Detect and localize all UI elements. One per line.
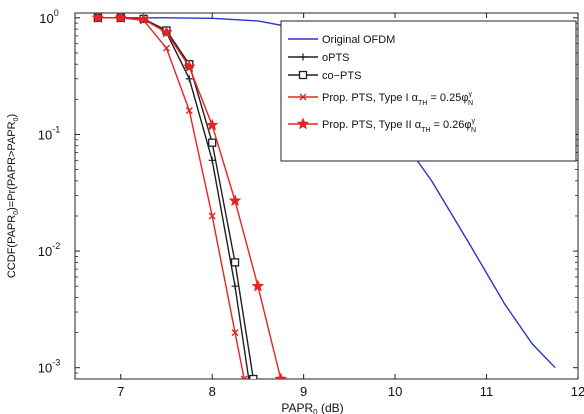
series-marker xyxy=(205,118,219,131)
series-marker xyxy=(274,372,288,379)
legend-box xyxy=(280,20,577,162)
series-marker xyxy=(296,117,310,130)
x-tick-label: 9 xyxy=(300,384,307,399)
legend-label: oPTS xyxy=(322,52,350,64)
x-tick-label: 7 xyxy=(117,384,124,399)
y-tick-label: 10-1 xyxy=(38,124,60,142)
series-marker xyxy=(249,374,258,379)
series-marker xyxy=(208,138,217,147)
x-tick-label: 10 xyxy=(388,384,402,399)
y-tick-label: 10-2 xyxy=(38,241,60,259)
x-tick-label: 8 xyxy=(209,384,216,399)
series-marker xyxy=(114,13,128,24)
series-marker xyxy=(230,258,240,267)
x-tick-label: 12 xyxy=(571,384,584,399)
series-marker xyxy=(91,13,105,24)
series-marker xyxy=(162,44,170,52)
series-marker xyxy=(251,279,265,292)
series-marker xyxy=(185,107,193,115)
y-tick-label: 10-3 xyxy=(38,358,60,376)
legend-label: co−PTS xyxy=(322,70,361,82)
x-tick-label: 11 xyxy=(480,384,494,399)
axis-labels: PAPR0 (dB) CCDF(PAPR0)=Pr(PAPR>PAPR0) xyxy=(6,114,344,414)
legend: Original OFDM oPTS co−PTS Prop. PTS, Type I… xyxy=(280,20,577,162)
series-marker xyxy=(299,93,307,101)
series-marker xyxy=(160,25,173,38)
series-marker xyxy=(228,194,242,207)
y-tick-label: 100 xyxy=(39,8,58,26)
series-marker xyxy=(182,60,196,73)
series-marker xyxy=(298,70,308,80)
series-marker xyxy=(137,13,150,25)
legend-label: Prop. PTS, Type II αTH = 0.26φγ N xyxy=(322,118,476,134)
series-marker xyxy=(243,375,248,379)
legend-label: Original OFDM xyxy=(322,34,395,46)
series-marker xyxy=(240,375,246,379)
y-axis-label: CCDF(PAPR0)=Pr(PAPR>PAPR0) xyxy=(6,114,20,278)
series-marker xyxy=(208,212,216,220)
x-axis-label: PAPR0 (dB) xyxy=(281,401,343,414)
series-4 xyxy=(91,13,288,379)
series-marker xyxy=(231,329,239,337)
legend-label: Prop. PTS, Type I αTH = 0.25φγ N xyxy=(322,91,473,107)
